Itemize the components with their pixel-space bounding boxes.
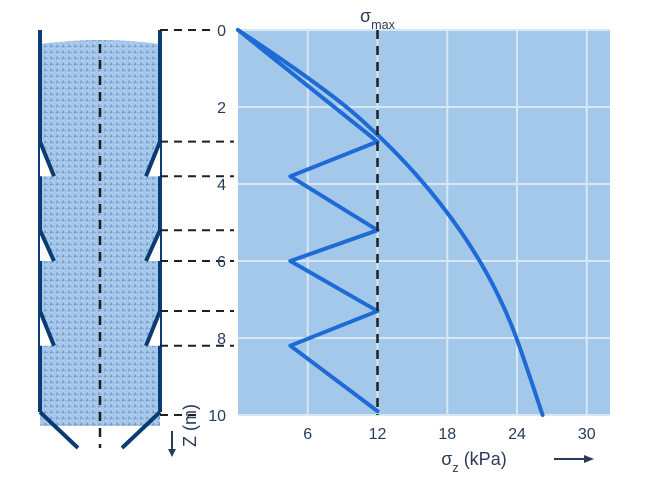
x-tick-label: 18 xyxy=(438,426,456,443)
x-tick-label: 24 xyxy=(508,426,526,443)
y-tick-label: 4 xyxy=(217,177,226,194)
stress-depth-diagram: σmax0246810612182430Z (m)σz (kPa) xyxy=(0,0,650,500)
y-tick-label: 10 xyxy=(208,408,226,425)
y-axis-label: Z (m) xyxy=(180,404,200,447)
x-tick-label: 30 xyxy=(578,426,596,443)
x-axis-label: σz (kPa) xyxy=(441,449,506,475)
sigma-max-label: σmax xyxy=(360,6,396,32)
x-tick-label: 12 xyxy=(369,426,387,443)
y-tick-label: 2 xyxy=(217,100,226,117)
silo-illustration xyxy=(40,30,160,448)
x-tick-label: 6 xyxy=(303,426,312,443)
y-tick-label: 6 xyxy=(217,254,226,271)
y-tick-label: 8 xyxy=(217,331,226,348)
y-tick-label: 0 xyxy=(217,23,226,40)
